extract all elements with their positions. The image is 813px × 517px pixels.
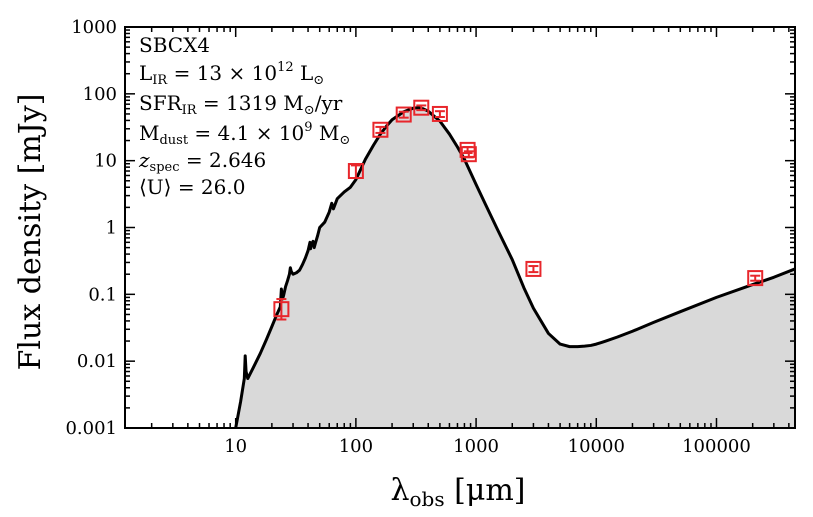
y-tick-label: 100: [83, 84, 117, 105]
marker-square: [395, 106, 412, 123]
photometry-point: [273, 298, 290, 321]
photometry-points-layer: [273, 99, 764, 321]
photometry-point: [413, 99, 430, 116]
radiation-field-annotation: ⟨U⟩ = 26.0: [139, 175, 245, 199]
marker-square: [525, 260, 542, 277]
marker-square: [460, 146, 477, 163]
y-axis-title: Flux density [mJy]: [13, 94, 48, 371]
y-tick-label: 0.001: [65, 418, 117, 439]
x-tick-label: 10000: [568, 436, 625, 457]
photometry-point: [525, 260, 542, 277]
y-tick-label: 1000: [71, 17, 117, 38]
photometry-point: [747, 270, 764, 287]
source-name: SBCX4: [139, 33, 210, 57]
x-axis-title: λobs [μm]: [390, 473, 525, 511]
annotation-block: SBCX4 LIR = 13 × 1012 L⊙ SFRIR = 1319 M⊙…: [138, 33, 350, 199]
marker-square: [747, 270, 764, 287]
photometry-point: [395, 106, 412, 123]
x-tick-label: 10: [224, 436, 247, 457]
redshift-annotation: zspec = 2.646: [138, 148, 266, 175]
y-tick-label: 0.1: [88, 284, 117, 305]
photometry-point: [347, 163, 364, 180]
marker-square: [413, 99, 430, 116]
x-tick-label: 100000: [682, 436, 751, 457]
mdust-annotation: Mdust = 4.1 × 109 M⊙: [139, 120, 350, 148]
axes-layer: 10 100 1000 10000 100000 0.001 0.01 0.1 1 10 100 10…: [65, 17, 796, 457]
photometry-point: [460, 146, 477, 163]
marker-square: [347, 163, 364, 180]
y-tick-label: 10: [94, 151, 117, 172]
marker-square: [431, 105, 448, 122]
x-tick-label: 1000: [453, 436, 499, 457]
y-tick-label: 0.01: [77, 351, 117, 372]
x-tick-label: 100: [339, 436, 373, 457]
marker-square: [372, 121, 389, 138]
sfr-annotation: SFRIR = 1319 M⊙/yr: [139, 91, 343, 118]
marker-square: [273, 301, 290, 318]
y-tick-label: 1: [106, 218, 117, 239]
photometry-point: [372, 121, 389, 138]
lir-annotation: LIR = 13 × 1012 L⊙: [139, 60, 324, 88]
photometry-point: [431, 105, 448, 122]
